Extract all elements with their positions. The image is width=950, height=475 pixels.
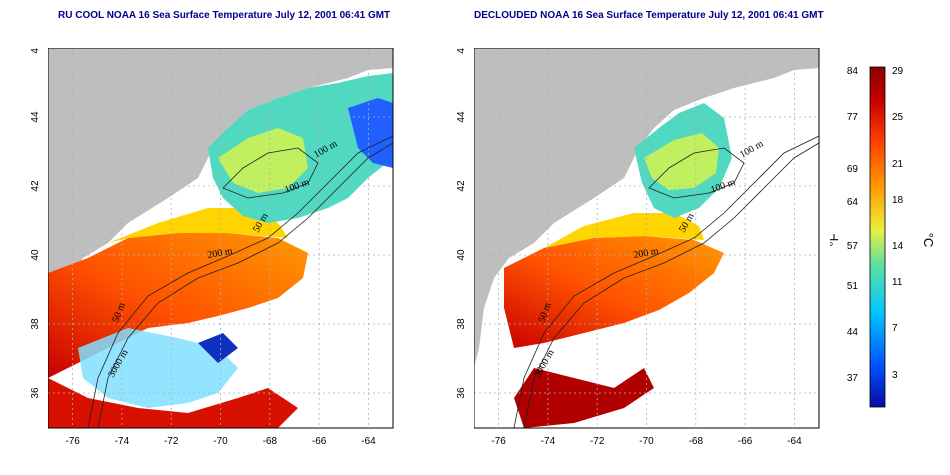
lat-tick-label: 40 [30,249,41,261]
gulf-stream [48,378,298,428]
lon-tick-label: -72 [590,436,605,447]
gulf-of-maine-core [644,133,719,190]
c-tick-label: 21 [892,159,904,170]
f-tick-label: 51 [847,281,859,292]
lon-tick-label: -72 [164,436,179,447]
fahrenheit-ticks: 84 77 69 64 57 51 44 37 [847,66,859,384]
lon-tick-label: -70 [213,436,228,447]
colorbar-gradient [869,66,886,408]
lon-tick-labels: -76 -74 -72 -70 -68 -66 -64 [491,436,802,447]
c-tick-label: 14 [892,241,904,252]
grid-lines [474,48,819,428]
left-map-title: RU COOL NOAA 16 Sea Surface Temperature … [58,10,391,21]
lon-tick-label: -64 [361,436,376,447]
lon-tick-label: -68 [263,436,278,447]
land-mass [474,48,819,368]
c-tick-label: 18 [892,195,904,206]
f-tick-label: 57 [847,241,859,252]
lat-tick-label: 38 [30,318,41,330]
temperature-colorbar: 84 77 69 64 57 51 44 37 29 25 21 18 14 1… [830,66,936,408]
f-tick-label: 69 [847,164,859,175]
f-tick-label: 37 [847,373,859,384]
lat-tick-label: 36 [30,387,41,399]
contour-label-200m: 200 m [207,246,234,261]
left-lat-axis: 46 44 42 40 38 36 [30,48,41,399]
lat-tick-label: 36 [456,387,467,399]
southern-cloud-mix [78,328,238,408]
lon-tick-label: -76 [65,436,80,447]
map-frame [48,48,394,429]
lon-tick-label: -76 [491,436,506,447]
celsius-label: °C [921,233,936,248]
lat-tick-label: 38 [456,318,467,330]
bathymetry-contours [87,135,393,428]
lat-tick-label: 44 [30,111,41,123]
c-tick-label: 3 [892,370,898,381]
right-map-title: DECLOUDED NOAA 16 Sea Surface Temperatur… [474,10,824,21]
lat-tick-label: 46 [30,48,41,54]
lon-tick-label: -68 [689,436,704,447]
lat-tick-label: 42 [30,180,41,192]
grid-lines [48,48,393,428]
gulf-stream [514,368,654,428]
f-tick-label: 77 [847,112,859,123]
land-mass [48,48,393,368]
cold-patch [348,98,393,168]
lon-tick-labels: -76 -74 -72 -70 -68 -66 -64 [65,436,376,447]
right-lat-axis: 46 44 42 40 38 36 [456,48,467,399]
lat-tick-label: 44 [456,111,467,123]
c-tick-label: 29 [892,66,904,77]
lon-tick-label: -74 [115,436,130,447]
lon-tick-label: -66 [738,436,753,447]
map-frame [474,48,820,429]
c-tick-label: 11 [892,277,903,288]
lat-tick-label: 42 [456,180,467,192]
gulf-of-maine-core [218,128,308,193]
lat-tick-label: 46 [456,48,467,54]
lon-tick-label: -66 [312,436,327,447]
lon-tick-label: -70 [639,436,654,447]
bathymetry-contours [513,135,819,428]
c-tick-label: 25 [892,112,904,123]
warm-water [504,236,724,348]
f-tick-label: 64 [847,197,859,208]
left-sst-map: 100 m 100 m 50 m 200 m 50 m 3000 m -76 -… [48,48,394,447]
cold-eddy [198,333,238,363]
fahrenheit-label: °F [830,233,841,246]
transition-water [544,213,704,248]
contour-label-200m: 200 m [633,246,660,261]
lon-tick-label: -74 [541,436,556,447]
transition-water [108,208,288,243]
f-tick-label: 44 [847,327,859,338]
lat-tick-label: 40 [456,249,467,261]
f-tick-label: 84 [847,66,859,77]
celsius-ticks: 29 25 21 18 14 11 7 3 [892,66,904,381]
lon-tick-label: -64 [787,436,802,447]
right-sst-map: 100 m 100 m 50 m 200 m 50 m 3000 m -76 -… [474,48,820,447]
c-tick-label: 7 [892,323,898,334]
